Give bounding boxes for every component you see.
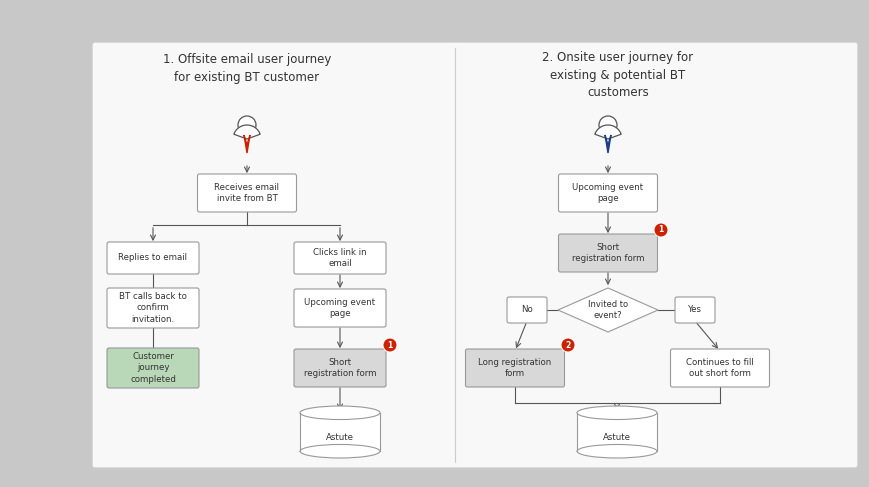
Text: Clicks link in
email: Clicks link in email: [313, 248, 367, 268]
Text: Upcoming event
page: Upcoming event page: [573, 183, 644, 203]
FancyBboxPatch shape: [197, 174, 296, 212]
FancyBboxPatch shape: [559, 174, 658, 212]
FancyBboxPatch shape: [294, 242, 386, 274]
FancyBboxPatch shape: [92, 42, 858, 468]
Text: Short
registration form: Short registration form: [572, 243, 644, 263]
FancyBboxPatch shape: [294, 289, 386, 327]
Text: 2. Onsite user journey for
existing & potential BT
customers: 2. Onsite user journey for existing & po…: [542, 51, 693, 99]
FancyBboxPatch shape: [107, 348, 199, 388]
Circle shape: [599, 116, 617, 134]
Text: 2: 2: [566, 340, 571, 350]
FancyBboxPatch shape: [671, 349, 770, 387]
Text: 1: 1: [388, 340, 393, 350]
FancyBboxPatch shape: [559, 234, 658, 272]
Polygon shape: [244, 135, 250, 153]
Text: 1. Offsite email user journey
for existing BT customer: 1. Offsite email user journey for existi…: [163, 53, 331, 83]
Text: Astute: Astute: [326, 433, 354, 442]
Text: Invited to
event?: Invited to event?: [588, 300, 628, 320]
Ellipse shape: [577, 445, 657, 458]
Text: Customer
journey
completed: Customer journey completed: [130, 353, 176, 384]
Text: BT calls back to
confirm
invitation.: BT calls back to confirm invitation.: [119, 292, 187, 323]
Text: Continues to fill
out short form: Continues to fill out short form: [687, 358, 754, 378]
Text: Astute: Astute: [603, 433, 631, 442]
Polygon shape: [605, 135, 611, 153]
Ellipse shape: [300, 406, 380, 419]
FancyBboxPatch shape: [107, 242, 199, 274]
Text: Upcoming event
page: Upcoming event page: [304, 298, 375, 318]
Polygon shape: [234, 125, 260, 139]
Text: Yes: Yes: [688, 305, 702, 315]
FancyBboxPatch shape: [294, 349, 386, 387]
Polygon shape: [558, 288, 658, 332]
Circle shape: [383, 338, 397, 352]
Circle shape: [238, 116, 256, 134]
Bar: [577, 413, 657, 451]
FancyBboxPatch shape: [507, 297, 547, 323]
FancyBboxPatch shape: [107, 288, 199, 328]
FancyBboxPatch shape: [466, 349, 565, 387]
FancyBboxPatch shape: [675, 297, 715, 323]
Bar: [300, 413, 380, 451]
Text: Short
registration form: Short registration form: [304, 358, 376, 378]
Text: Replies to email: Replies to email: [118, 254, 188, 262]
Text: Long registration
form: Long registration form: [478, 358, 552, 378]
Text: No: No: [521, 305, 533, 315]
Ellipse shape: [577, 406, 657, 419]
Text: 1: 1: [659, 225, 664, 235]
Circle shape: [654, 223, 668, 237]
Circle shape: [561, 338, 575, 352]
Polygon shape: [595, 125, 621, 139]
Ellipse shape: [300, 445, 380, 458]
Text: Receives email
invite from BT: Receives email invite from BT: [215, 183, 280, 203]
